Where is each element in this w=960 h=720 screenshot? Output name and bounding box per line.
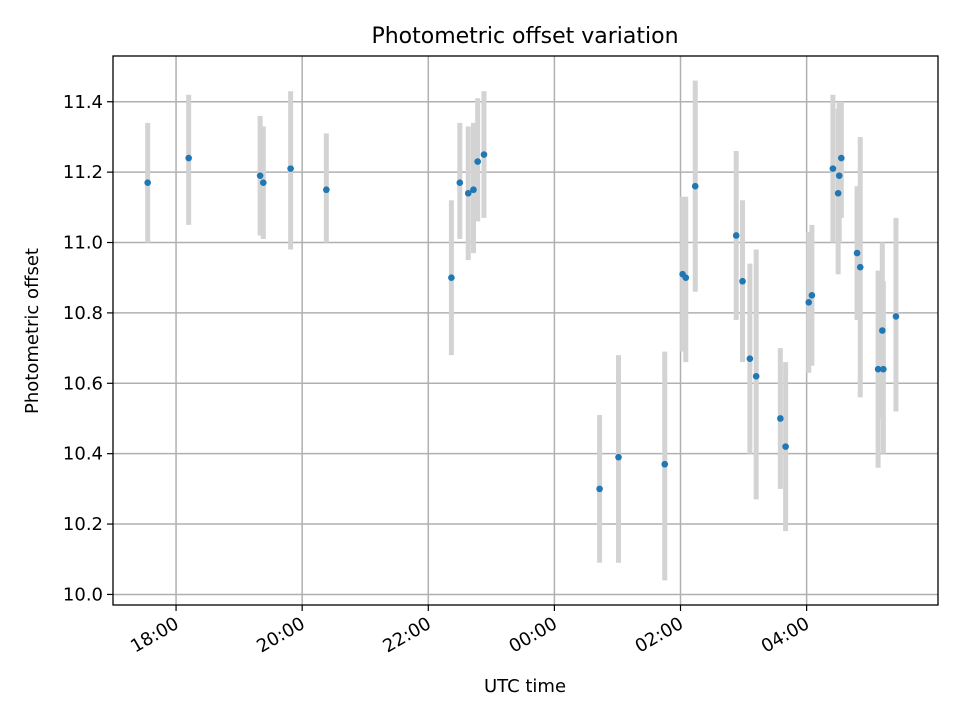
data-point — [874, 365, 882, 373]
y-axis-ticks: 10.0 10.2 10.4 10.6 10.8 11.0 11.2 11.4 — [63, 92, 113, 605]
data-point — [323, 186, 330, 194]
data-point — [682, 274, 690, 282]
data-point — [464, 189, 472, 197]
data-point — [691, 182, 699, 190]
data-point — [185, 154, 192, 162]
data-point — [853, 249, 861, 257]
data-point — [746, 355, 754, 362]
y-tick-label: 10.0 — [63, 584, 103, 605]
data-point — [856, 263, 864, 271]
data-point — [259, 179, 267, 186]
y-tick-label: 10.8 — [63, 303, 103, 324]
plot-frame — [112, 55, 939, 606]
data-point — [144, 179, 151, 186]
data-point — [661, 460, 669, 468]
data-point — [474, 158, 481, 165]
data-point — [752, 372, 760, 380]
data-point — [256, 172, 264, 179]
grid-layer — [113, 56, 938, 605]
data-point — [456, 179, 464, 186]
data-point — [880, 365, 887, 373]
y-tick-label: 11.0 — [63, 233, 103, 254]
data-point — [470, 186, 477, 194]
data-point — [838, 154, 845, 162]
data-point — [615, 453, 622, 461]
y-axis-label: Photometric offset — [22, 248, 43, 414]
data-point — [480, 151, 488, 158]
data-point — [835, 172, 843, 179]
data-point — [739, 277, 746, 285]
y-tick-label: 10.2 — [63, 514, 103, 535]
data-point — [596, 485, 603, 493]
data-point — [805, 299, 813, 306]
data-point — [808, 292, 816, 299]
data-point — [829, 165, 837, 172]
data-point — [732, 232, 740, 239]
y-tick-label: 10.6 — [63, 373, 103, 394]
point-layer — [144, 151, 900, 493]
data-point — [777, 415, 784, 422]
y-tick-label: 11.2 — [63, 162, 103, 183]
data-point — [287, 165, 294, 172]
chart-title: Photometric offset variation — [371, 24, 678, 49]
y-tick-label: 11.4 — [63, 92, 103, 113]
data-point — [892, 313, 900, 320]
y-tick-label: 10.4 — [63, 444, 103, 465]
data-point — [878, 327, 886, 334]
x-axis-label: UTC time — [484, 676, 566, 697]
data-point — [448, 274, 455, 282]
data-point — [782, 443, 789, 450]
data-point — [834, 189, 842, 197]
